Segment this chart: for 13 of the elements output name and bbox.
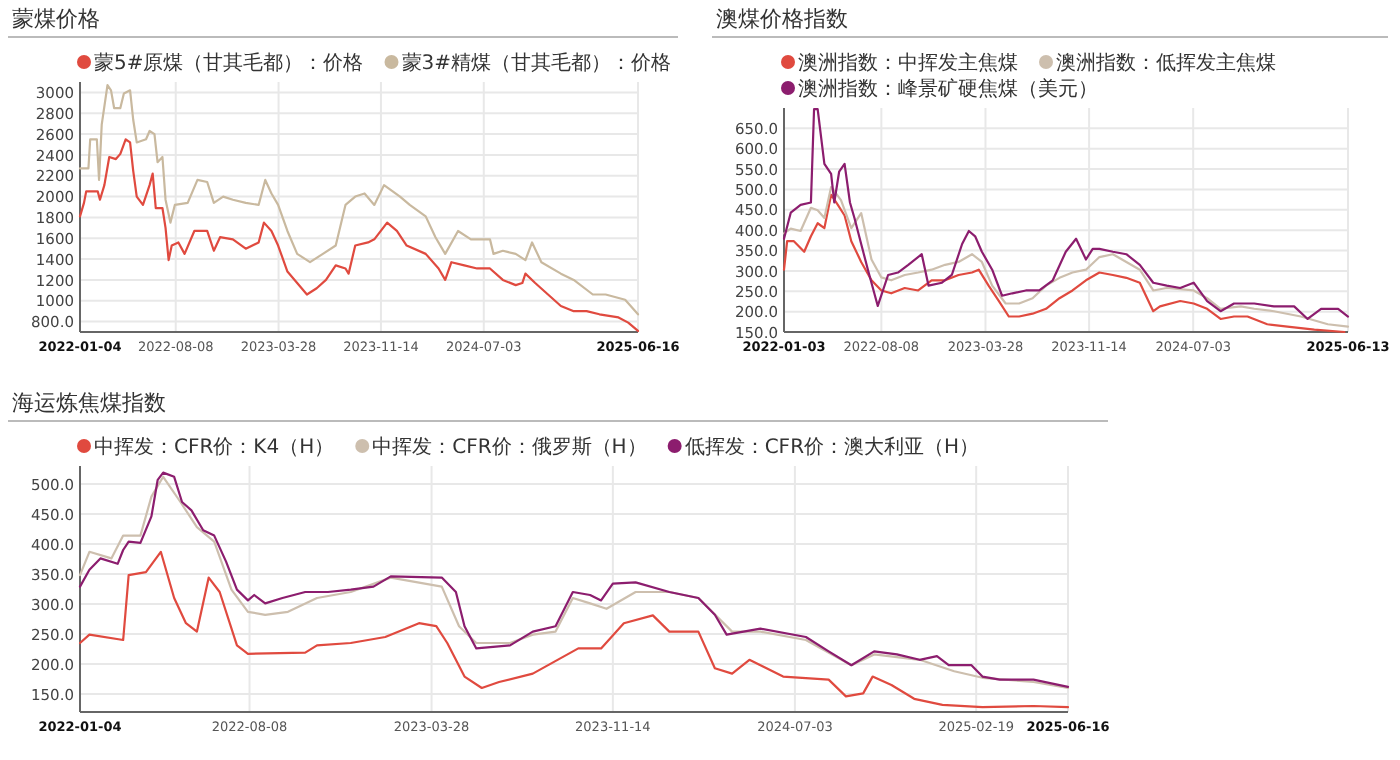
legend-label: 澳洲指数：峰景矿硬焦煤（美元） <box>798 77 1098 101</box>
chart-title: 蒙煤价格 <box>12 6 100 32</box>
legend-label: 中挥发：CFR价：俄罗斯（H） <box>372 435 647 459</box>
chart-title: 海运炼焦煤指数 <box>12 390 166 416</box>
line-series <box>782 108 1350 321</box>
legend-label: 澳洲指数：低挥发主焦煤 <box>1056 51 1276 75</box>
legend-label: 低挥发：CFR价：澳大利亚（H） <box>684 435 980 459</box>
line-series <box>78 84 640 316</box>
chart-title: 澳煤价格指数 <box>716 6 848 32</box>
legend-label: 澳洲指数：中挥发主焦煤 <box>798 51 1018 75</box>
legend-label: 蒙3#精煤（甘其毛都）：价格 <box>401 51 671 75</box>
legend-label: 中挥发：CFR价：K4（H） <box>94 435 335 459</box>
legend-label: 蒙5#原煤（甘其毛都）：价格 <box>94 51 364 75</box>
